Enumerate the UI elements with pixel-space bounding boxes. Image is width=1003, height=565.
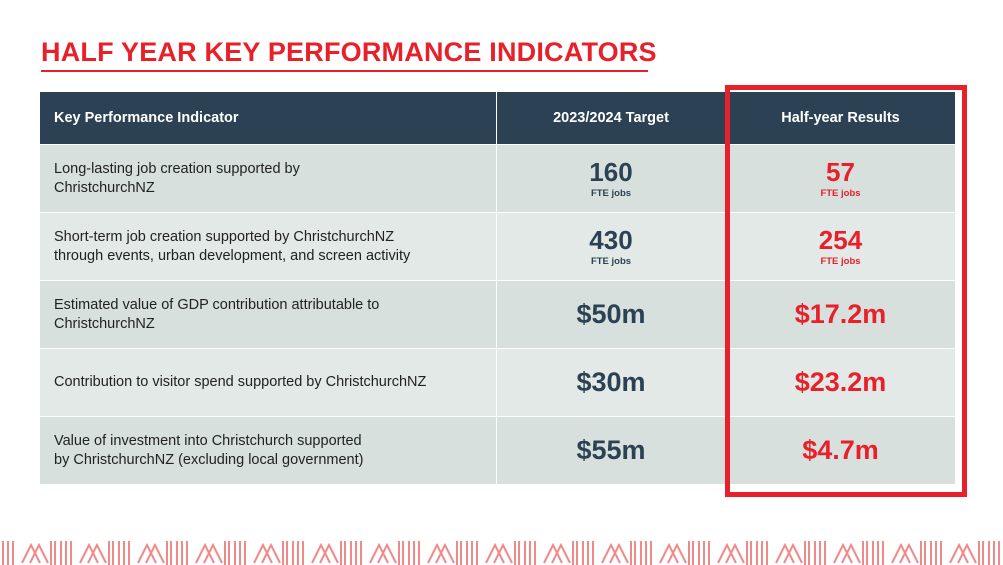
table-row: Contribution to visitor spend supported … <box>40 348 956 417</box>
target-value: 430 <box>589 224 633 255</box>
result-value: $23.2m <box>794 367 887 397</box>
kpi-label-line: through events, urban development, and s… <box>54 247 411 264</box>
kpi-table: Key Performance Indicator 2023/2024 Targ… <box>40 92 956 484</box>
result-unit: FTE jobs <box>820 255 861 267</box>
target-cell: $55m <box>496 416 727 484</box>
kpi-label: Contribution to visitor spend supported … <box>40 348 497 417</box>
header-result: Half-year Results <box>726 92 956 145</box>
kpi-label: Long-lasting job creation supported by C… <box>40 144 497 213</box>
result-cell: $4.7m <box>726 416 956 484</box>
result-cell: $23.2m <box>726 348 956 417</box>
kpi-label-line: Long-lasting job creation supported by <box>54 160 300 177</box>
kpi-label-line: Value of investment into Christchurch su… <box>54 432 362 449</box>
result-cell: 57 FTE jobs <box>726 144 956 213</box>
kpi-label-line: ChristchurchNZ <box>54 315 155 332</box>
header-target: 2023/2024 Target <box>496 92 727 145</box>
result-value: $4.7m <box>802 435 879 465</box>
kpi-label: Short-term job creation supported by Chr… <box>40 212 497 281</box>
kpi-label: Value of investment into Christchurch su… <box>40 416 497 484</box>
target-cell: 430 FTE jobs <box>496 212 727 281</box>
header-kpi: Key Performance Indicator <box>40 92 497 145</box>
target-value: $30m <box>576 367 646 397</box>
kpi-label-line: Contribution to visitor spend supported … <box>54 374 427 390</box>
result-cell: $17.2m <box>726 280 956 349</box>
table-row: Value of investment into Christchurch su… <box>40 416 956 484</box>
target-value: 160 <box>589 156 633 187</box>
target-unit: FTE jobs <box>590 187 632 199</box>
target-cell: 160 FTE jobs <box>496 144 727 213</box>
result-value: $17.2m <box>794 299 887 329</box>
kpi-label: Estimated value of GDP contribution attr… <box>40 280 497 349</box>
kpi-label-line: Short-term job creation supported by Chr… <box>54 228 395 245</box>
kpi-label-line: by ChristchurchNZ (excluding local gover… <box>54 451 364 468</box>
title-underline <box>41 70 648 72</box>
result-value: 57 <box>826 156 855 187</box>
target-cell: $30m <box>496 348 727 417</box>
table-row: Estimated value of GDP contribution attr… <box>40 280 956 349</box>
result-value: 254 <box>818 224 863 255</box>
target-cell: $50m <box>496 280 727 349</box>
target-value: $50m <box>576 299 646 329</box>
kpi-label-line: Estimated value of GDP contribution attr… <box>54 296 380 313</box>
target-value: $55m <box>576 435 646 465</box>
footer-chevron-pattern <box>0 541 1003 565</box>
result-cell: 254 FTE jobs <box>726 212 956 281</box>
target-unit: FTE jobs <box>590 255 632 267</box>
table-header-row: Key Performance Indicator 2023/2024 Targ… <box>40 92 956 145</box>
page-title: HALF YEAR KEY PERFORMANCE INDICATORS <box>41 37 657 67</box>
kpi-label-line: ChristchurchNZ <box>54 179 155 196</box>
table-row: Short-term job creation supported by Chr… <box>40 212 956 281</box>
result-unit: FTE jobs <box>820 187 861 199</box>
table-row: Long-lasting job creation supported by C… <box>40 144 956 213</box>
chevron-stripe-pattern-icon <box>2 541 1000 565</box>
